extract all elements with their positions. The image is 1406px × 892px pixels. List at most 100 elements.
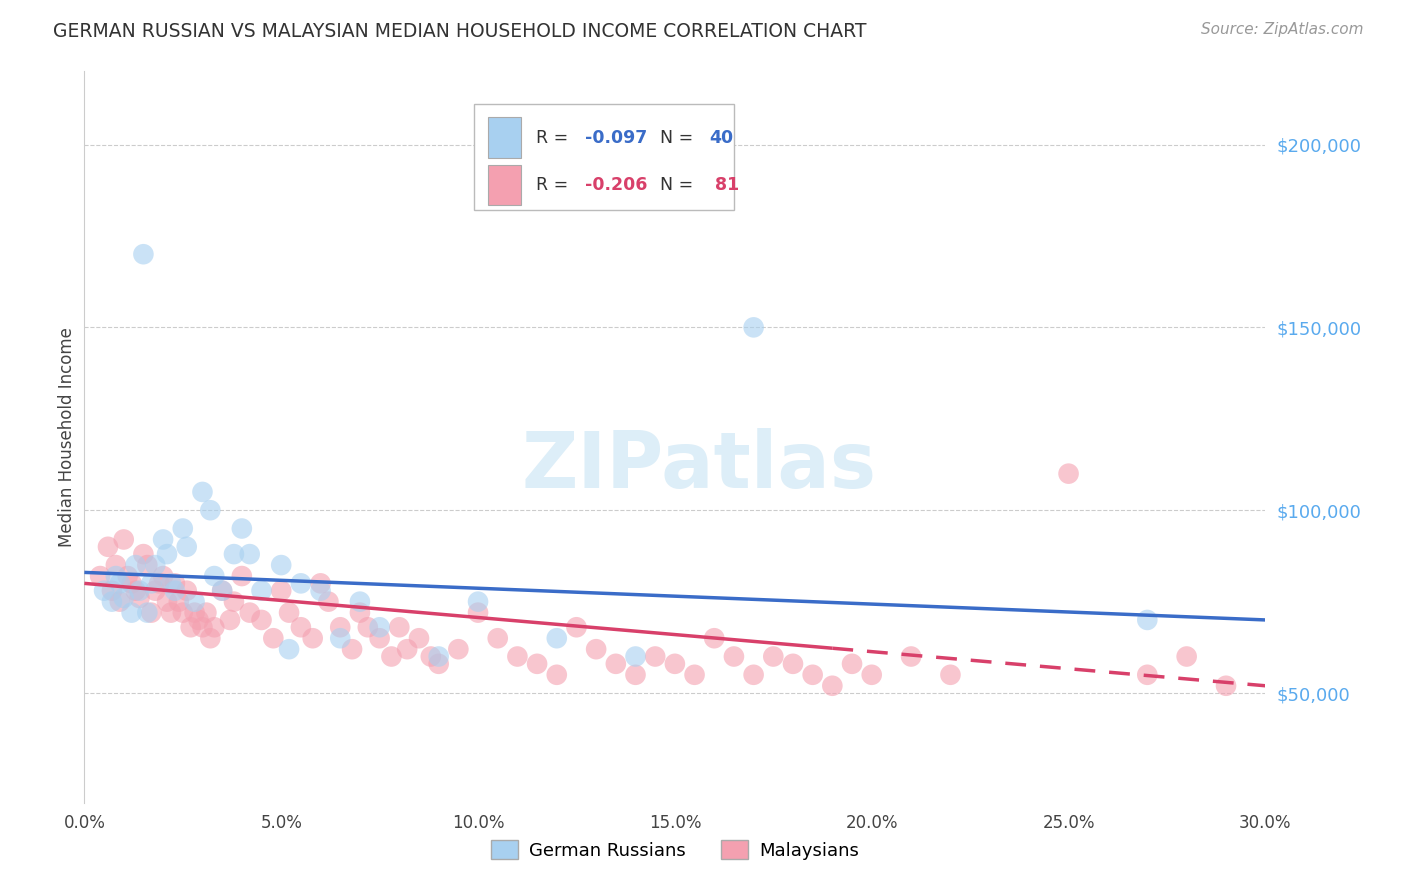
Point bbox=[195, 606, 218, 620]
Point bbox=[202, 569, 225, 583]
Point bbox=[191, 484, 214, 499]
Point bbox=[624, 649, 647, 664]
Point bbox=[172, 521, 194, 535]
Point bbox=[200, 503, 222, 517]
Point bbox=[329, 620, 352, 634]
Point bbox=[231, 521, 253, 535]
Legend: German Russians, Malaysians: German Russians, Malaysians bbox=[484, 833, 866, 867]
Point bbox=[664, 657, 686, 671]
Point bbox=[176, 540, 198, 554]
Point bbox=[486, 632, 509, 646]
Point bbox=[211, 583, 233, 598]
Point bbox=[141, 576, 163, 591]
Point bbox=[128, 591, 150, 605]
Point bbox=[231, 569, 253, 583]
Point bbox=[262, 632, 284, 646]
Point bbox=[278, 642, 301, 657]
Point bbox=[108, 594, 131, 608]
Y-axis label: Median Household Income: Median Household Income bbox=[58, 327, 76, 547]
Text: N =: N = bbox=[659, 128, 699, 146]
Text: N =: N = bbox=[659, 176, 699, 194]
Point bbox=[1136, 667, 1159, 681]
Point bbox=[239, 547, 262, 561]
Point bbox=[222, 547, 245, 561]
Point bbox=[183, 594, 205, 608]
Point bbox=[148, 576, 170, 591]
Point bbox=[427, 657, 450, 671]
Point bbox=[250, 613, 273, 627]
Point bbox=[762, 649, 785, 664]
Point bbox=[349, 606, 371, 620]
Point bbox=[340, 642, 363, 657]
Point bbox=[368, 632, 391, 646]
Point bbox=[143, 583, 166, 598]
Text: R =: R = bbox=[536, 176, 574, 194]
Point bbox=[160, 576, 183, 591]
Point bbox=[1136, 613, 1159, 627]
Point bbox=[703, 632, 725, 646]
Point bbox=[644, 649, 666, 664]
Point bbox=[357, 620, 380, 634]
Point bbox=[156, 547, 179, 561]
Point bbox=[782, 657, 804, 671]
Point bbox=[309, 583, 332, 598]
Point bbox=[250, 583, 273, 598]
Point bbox=[211, 583, 233, 598]
Point bbox=[167, 594, 190, 608]
Point bbox=[565, 620, 588, 634]
Point bbox=[101, 583, 124, 598]
Point bbox=[156, 594, 179, 608]
Point bbox=[368, 620, 391, 634]
Point bbox=[191, 620, 214, 634]
Point bbox=[112, 591, 135, 605]
Point bbox=[546, 667, 568, 681]
Point bbox=[419, 649, 441, 664]
Point bbox=[163, 583, 186, 598]
Point bbox=[841, 657, 863, 671]
Point bbox=[152, 569, 174, 583]
Text: 40: 40 bbox=[709, 128, 734, 146]
Point bbox=[801, 667, 824, 681]
Point bbox=[187, 613, 209, 627]
Point bbox=[309, 576, 332, 591]
Point bbox=[546, 632, 568, 646]
FancyBboxPatch shape bbox=[488, 118, 522, 158]
Point bbox=[447, 642, 470, 657]
Point bbox=[121, 606, 143, 620]
FancyBboxPatch shape bbox=[488, 165, 522, 205]
Point bbox=[202, 620, 225, 634]
Point bbox=[183, 606, 205, 620]
Text: ZIPatlas: ZIPatlas bbox=[522, 428, 876, 504]
Point bbox=[408, 632, 430, 646]
Point bbox=[290, 576, 312, 591]
Point bbox=[108, 576, 131, 591]
Point bbox=[526, 657, 548, 671]
Point bbox=[160, 606, 183, 620]
Text: R =: R = bbox=[536, 128, 574, 146]
Point bbox=[89, 569, 111, 583]
Point bbox=[301, 632, 323, 646]
Point bbox=[278, 606, 301, 620]
Point bbox=[132, 247, 155, 261]
Point bbox=[141, 606, 163, 620]
Point bbox=[585, 642, 607, 657]
Point bbox=[329, 632, 352, 646]
Point bbox=[467, 594, 489, 608]
Point bbox=[176, 583, 198, 598]
Point bbox=[742, 320, 765, 334]
Point bbox=[104, 558, 127, 573]
Point bbox=[97, 540, 120, 554]
Point bbox=[683, 667, 706, 681]
Point bbox=[239, 606, 262, 620]
Point bbox=[222, 594, 245, 608]
Point bbox=[1215, 679, 1237, 693]
Point bbox=[163, 576, 186, 591]
Point bbox=[172, 606, 194, 620]
Point bbox=[124, 558, 146, 573]
Text: 81: 81 bbox=[709, 176, 740, 194]
Point bbox=[396, 642, 419, 657]
Point bbox=[624, 667, 647, 681]
Point bbox=[101, 594, 124, 608]
Point bbox=[380, 649, 402, 664]
Point bbox=[467, 606, 489, 620]
